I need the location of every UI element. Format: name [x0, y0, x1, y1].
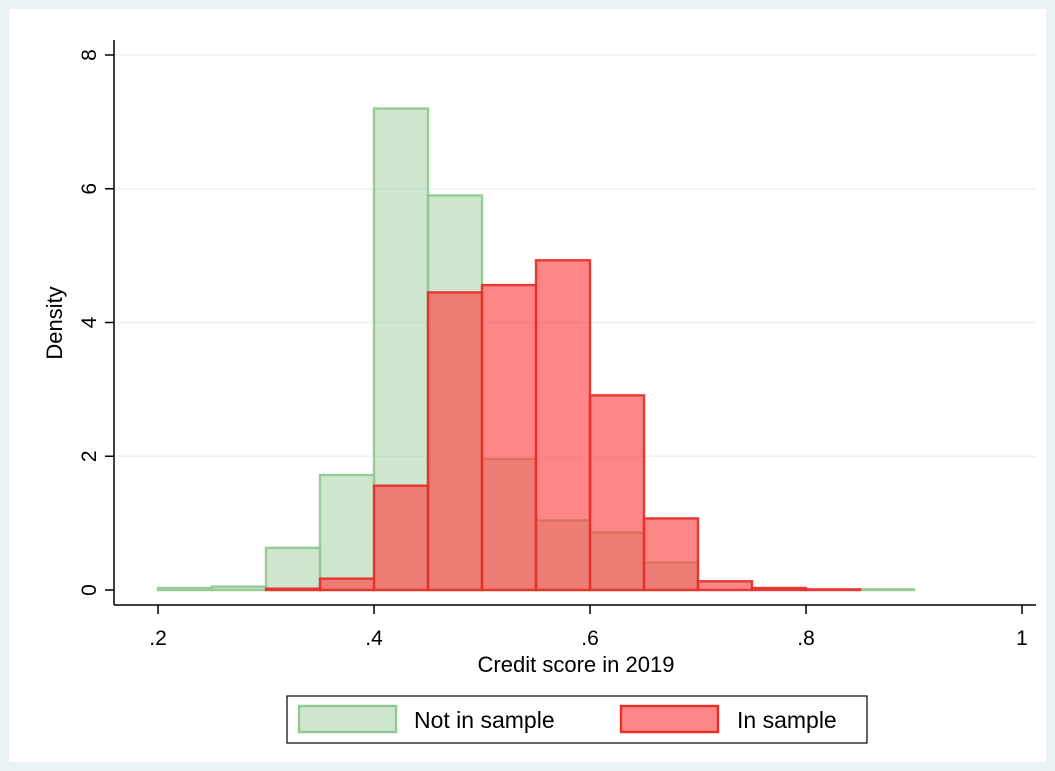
legend-swatch	[297, 704, 398, 734]
x-tick-label: 1	[1016, 627, 1028, 650]
histogram-bar	[588, 394, 646, 592]
histogram-bar	[318, 473, 376, 592]
x-tick-label: .2	[149, 627, 167, 650]
tick-labels: 0 2 4 6 8 .2 .4 .6 .8 1	[78, 49, 1028, 650]
histogram-bar	[318, 577, 376, 592]
legend: Not in sample In sample	[286, 695, 868, 744]
x-tick-label: .4	[365, 627, 383, 650]
legend-label: Not in sample	[414, 707, 555, 733]
histogram-bar	[210, 585, 268, 592]
histogram-bar	[534, 259, 592, 592]
x-axis-title: Credit score in 2019	[478, 652, 675, 677]
histogram-bar	[642, 517, 700, 592]
histogram-bar	[264, 546, 322, 592]
histogram-bar	[426, 291, 484, 592]
x-tick-label: .6	[581, 627, 599, 650]
histogram-bar	[480, 283, 538, 592]
y-tick-label: 0	[78, 584, 101, 596]
y-tick-label: 4	[78, 316, 101, 328]
y-tick-label: 2	[78, 450, 101, 462]
histogram-bar	[804, 588, 862, 592]
legend-label: In sample	[737, 707, 837, 733]
histogram-bar	[696, 580, 754, 592]
y-tick-label: 6	[78, 183, 101, 195]
histogram-bar	[156, 586, 214, 592]
axes	[105, 40, 1036, 614]
x-tick-label: .8	[797, 627, 815, 650]
legend-swatch	[619, 704, 720, 734]
histogram-bar	[264, 587, 322, 592]
y-tick-label: 8	[78, 49, 101, 61]
histogram-bar	[750, 586, 808, 592]
histogram-bar	[858, 588, 916, 592]
y-axis-title: Density	[42, 286, 67, 359]
histogram-bars	[156, 107, 916, 592]
histogram-bar	[372, 484, 430, 592]
